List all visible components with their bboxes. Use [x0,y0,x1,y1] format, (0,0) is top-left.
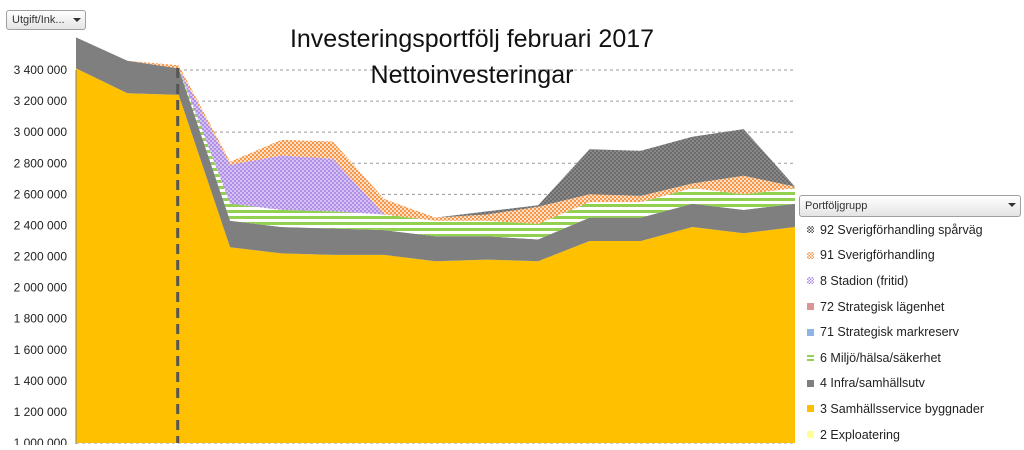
chart-title: Investeringsportfölj februari 2017 [290,25,654,53]
legend-entry: 3 Samhällsservice byggnader [799,396,1021,422]
legend-entry: 2 Exploatering [799,422,1021,448]
legend-entry: 92 Sverigförhandling spårväg [799,217,1021,243]
filter-dropdown-label: Utgift/Ink... [12,14,65,26]
legend-label: 71 Strategisk markreserv [820,325,959,340]
legend-label: 91 Sverigförhandling [820,248,935,263]
legend-entry: 72 Strategisk lägenhet [799,294,1021,320]
series-area-6 [76,37,795,224]
y-tick-label: 2 200 000 [14,250,68,264]
legend-header-label: Portföljgrupp [805,200,868,212]
chart-subtitle: Nettoinvesteringar [371,61,574,89]
legend-entry: 6 Miljö/hälsa/säkerhet [799,345,1021,371]
legend-swatch [807,405,814,413]
y-tick-label: 3 200 000 [14,94,68,108]
legend-label: 6 Miljö/hälsa/säkerhet [820,350,941,365]
legend-label: 72 Strategisk lägenhet [820,299,945,314]
y-tick-label: 2 600 000 [14,187,68,201]
chevron-down-icon [1008,203,1016,207]
legend: Portföljgrupp 92 Sverigförhandling spårv… [799,195,1021,445]
legend-swatch [807,379,814,387]
y-tick-label: 3 000 000 [14,125,68,139]
legend-entry: 4 Infra/samhällsutv [799,371,1021,397]
filter-dropdown-button[interactable]: Utgift/Ink... [6,10,86,30]
y-tick-label: 2 800 000 [14,156,68,170]
y-tick-label: 2 000 000 [14,281,68,295]
legend-label: 2 Exploatering [820,427,900,442]
legend-swatch [807,303,814,311]
legend-label: 3 Samhällsservice byggnader [820,401,984,416]
legend-swatch [807,277,814,285]
legend-swatch [807,431,814,439]
series-area-1 [76,68,795,444]
y-tick-label: 1 600 000 [14,343,68,357]
y-tick-label: 1 000 000 [14,436,68,445]
legend-swatch [807,328,814,336]
chevron-down-icon [73,18,81,22]
legend-swatch [807,226,814,234]
y-tick-label: 1 800 000 [14,312,68,326]
y-tick-label: 1 400 000 [14,374,68,388]
legend-entry: 91 Sverigförhandling [799,243,1021,269]
legend-label: 4 Infra/samhällsutv [820,376,925,391]
legend-label: 8 Stadion (fritid) [820,273,909,288]
legend-entry: 8 Stadion (fritid) [799,268,1021,294]
legend-filter-button[interactable]: Portföljgrupp [799,195,1021,217]
y-tick-label: 3 400 000 [14,63,68,77]
legend-list: 92 Sverigförhandling spårväg 91 Sverigför… [799,217,1021,447]
y-tick-label: 1 200 000 [14,405,68,419]
series-area-8 [76,37,795,218]
legend-entry: 71 Strategisk markreserv [799,319,1021,345]
legend-swatch [807,251,814,259]
y-tick-label: 2 400 000 [14,218,68,232]
legend-swatch [807,354,814,362]
legend-label: 92 Sverigförhandling spårväg [820,222,983,237]
